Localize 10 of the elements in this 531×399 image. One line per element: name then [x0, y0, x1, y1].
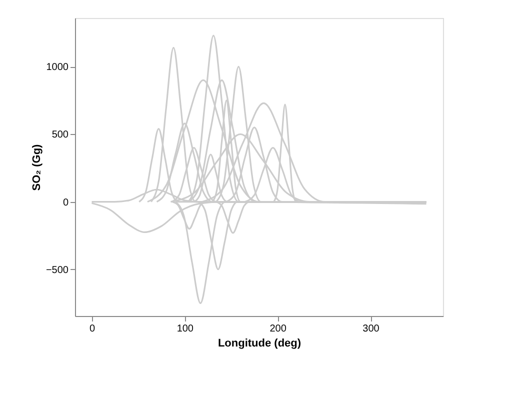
y-tick-label: 500: [52, 130, 69, 141]
y-axis-title: SO₂ (Gg): [30, 144, 43, 191]
x-tick-label: 300: [362, 324, 380, 334]
x-tick-label: 200: [270, 324, 287, 334]
y-tick-label: 0: [62, 197, 69, 208]
x-tick-label: 100: [176, 324, 194, 334]
x-axis-title: Longitude (deg): [218, 338, 302, 350]
y-tick-label: −500: [46, 264, 69, 276]
y-tick-label: 1000: [46, 62, 69, 74]
x-tick-label: 0: [89, 324, 96, 334]
